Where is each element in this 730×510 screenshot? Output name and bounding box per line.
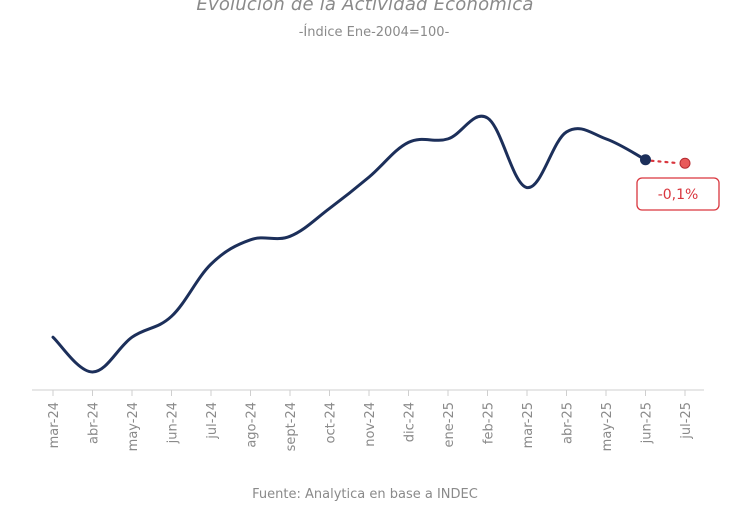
series-line-estimacion (650, 159, 681, 165)
x-tick-label: jul-25 (679, 402, 694, 440)
x-tick-label: dic-24 (403, 402, 418, 442)
x-tick-label: sept-24 (284, 402, 299, 451)
x-axis-tick-labels: mar-24 abr-24 may-24 jun-24 jul-24 ago-24 sept… (47, 402, 694, 451)
x-tick-label: abr-24 (87, 402, 102, 444)
x-tick-label: oct-24 (324, 402, 339, 443)
x-tick-label: may-24 (126, 402, 141, 451)
change-callout: -0,1% (636, 177, 720, 211)
x-tick-label: jun-24 (166, 402, 181, 444)
last-actual-marker (640, 154, 651, 166)
x-tick-label: ene-25 (442, 402, 457, 447)
series-line-actividad (51, 114, 647, 374)
x-axis-ticks (52, 390, 686, 396)
x-tick-label: ago-24 (245, 402, 260, 448)
x-tick-label: nov-24 (363, 402, 378, 447)
estimate-marker (679, 157, 691, 169)
x-tick-label: jun-25 (640, 402, 655, 444)
change-callout-label: -0,1% (658, 187, 699, 203)
x-tick-label: jul-24 (205, 402, 220, 440)
x-tick-label: mar-24 (47, 402, 62, 448)
x-tick-label: feb-25 (482, 402, 497, 444)
change-callout-box (636, 177, 720, 211)
chart-subtitle: -Índice Ene-2004=100- (298, 25, 450, 40)
x-tick-label: abr-25 (561, 402, 576, 444)
x-tick-label: may-25 (600, 402, 615, 451)
x-tick-label: mar-25 (521, 402, 536, 448)
chart-source: Fuente: Analytica en base a INDEC (252, 487, 478, 502)
chart-title: Evolución de la Actividad Económica (196, 0, 534, 15)
point-markers (640, 154, 691, 169)
